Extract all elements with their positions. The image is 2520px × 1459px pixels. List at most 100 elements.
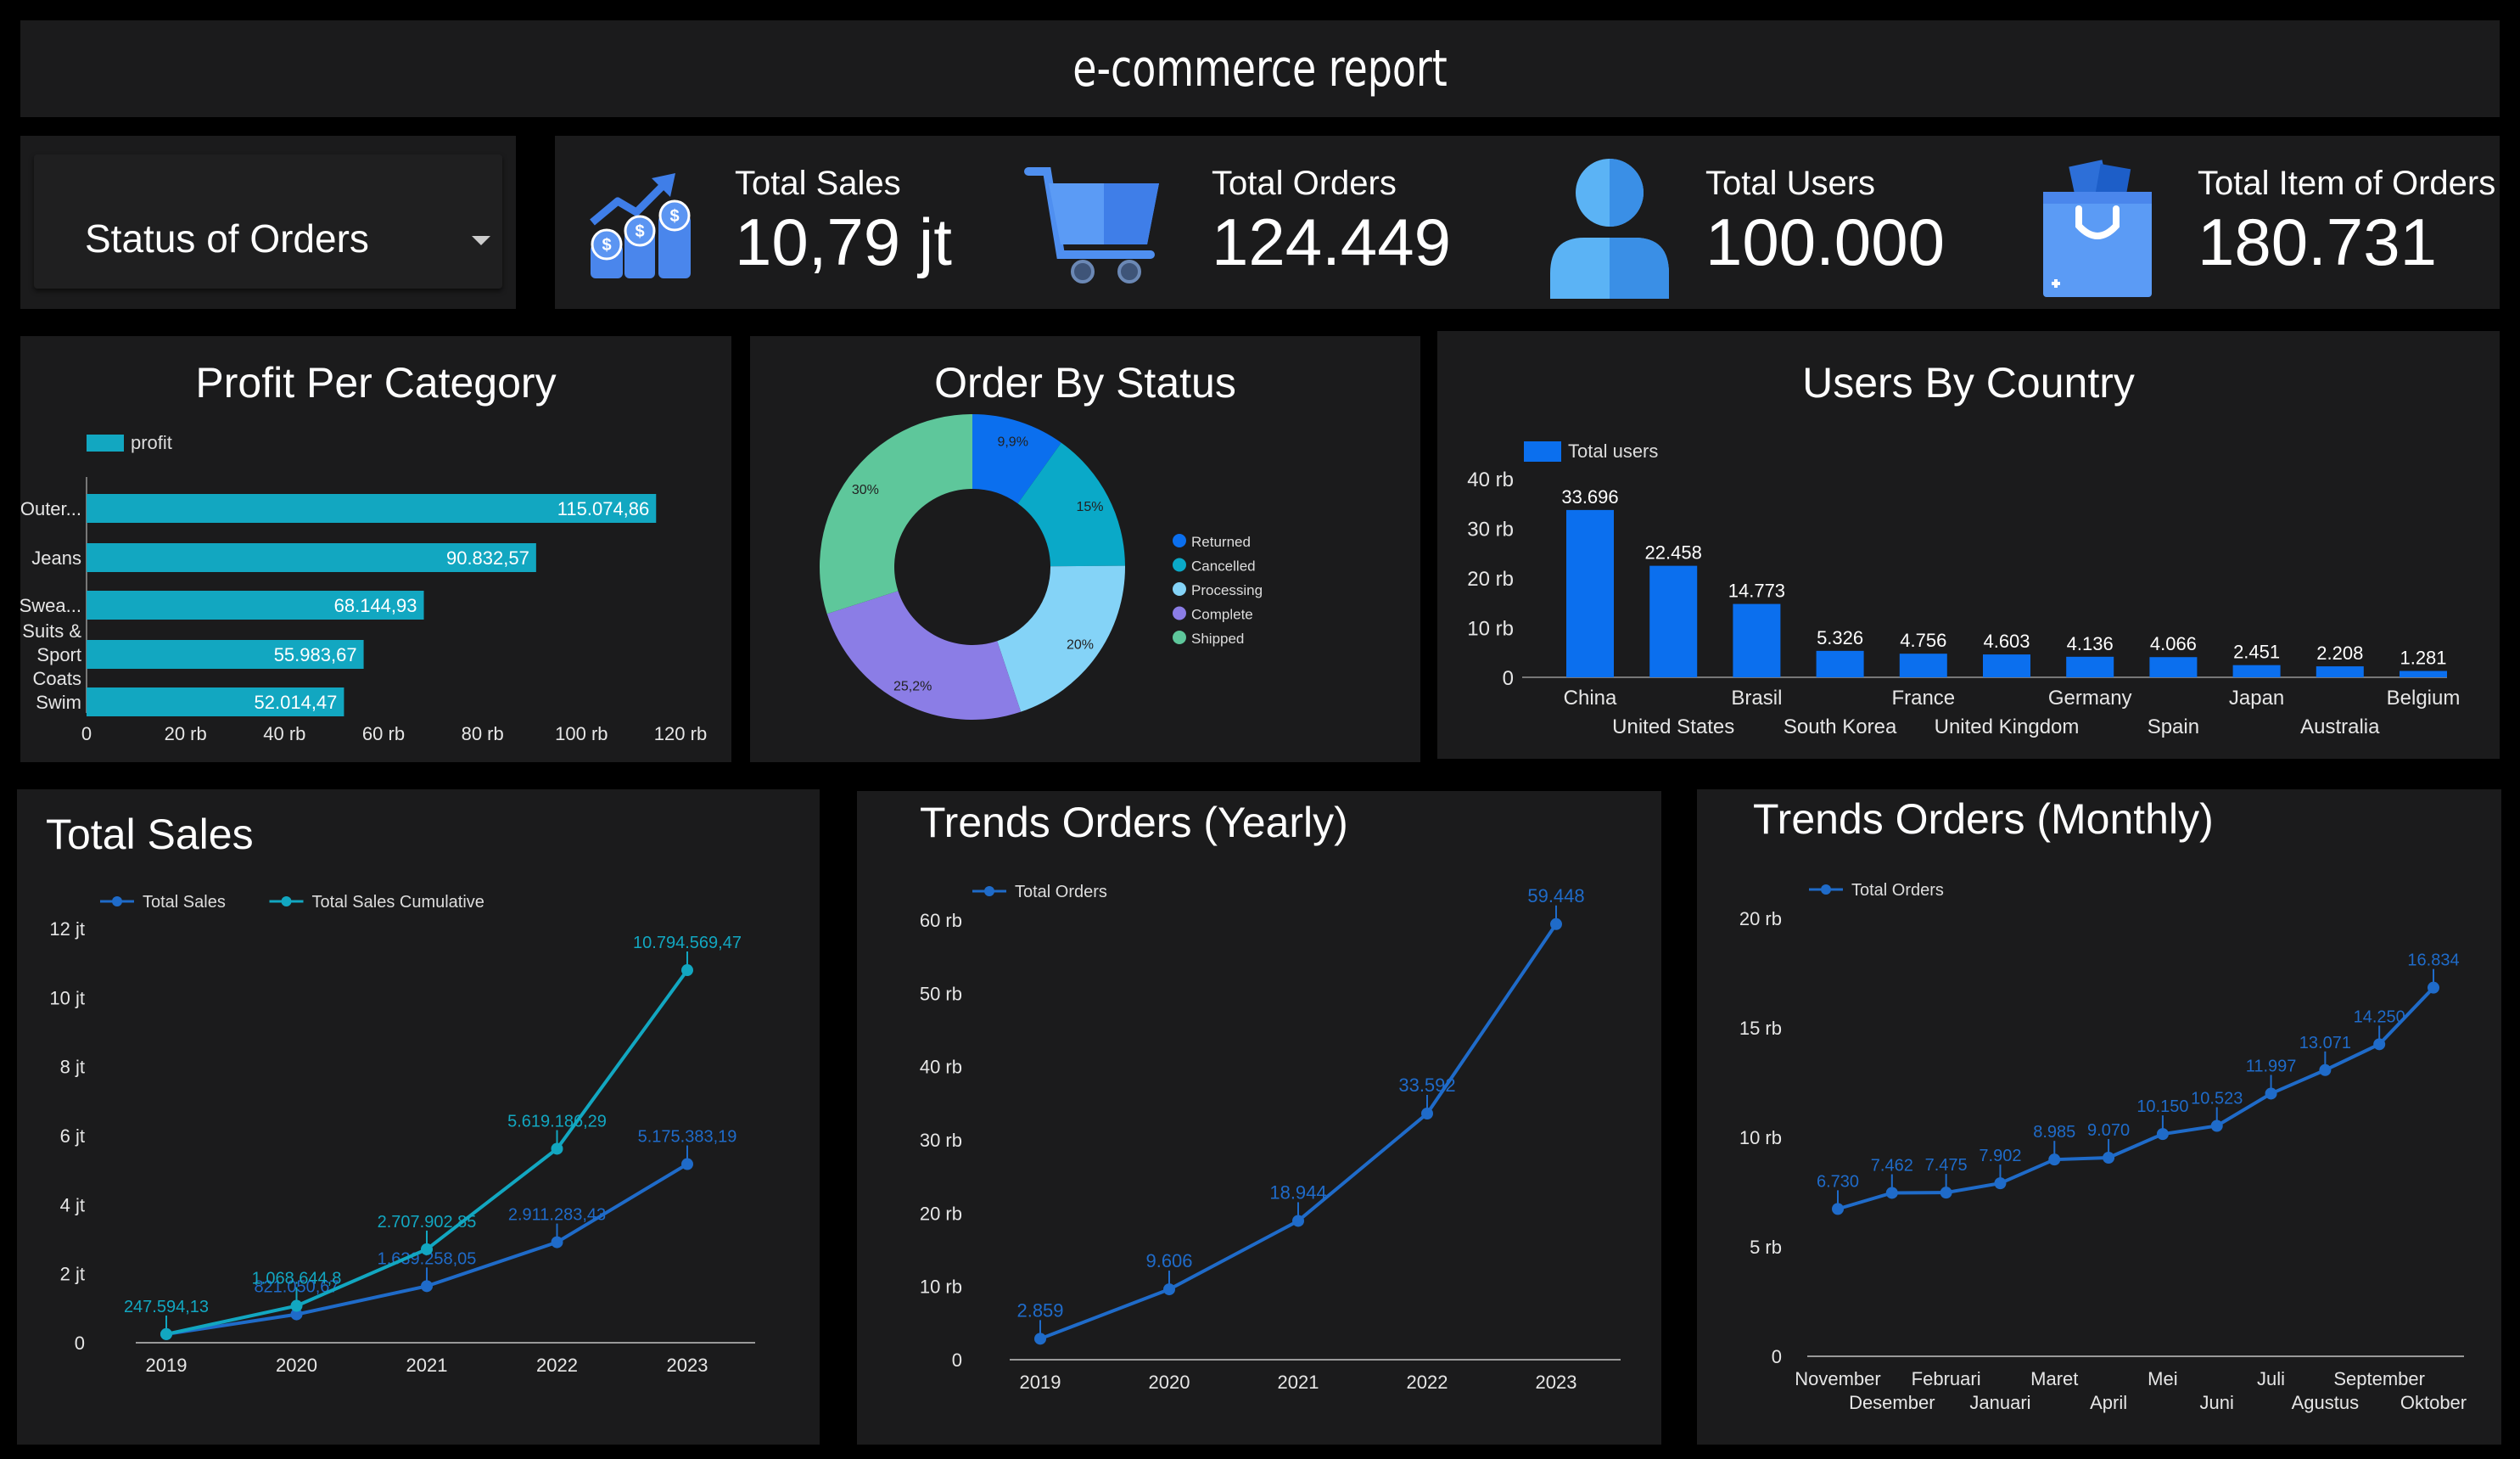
data-point xyxy=(1550,917,1562,930)
x-tick-label: 2022 xyxy=(536,1355,578,1376)
svg-text:$: $ xyxy=(635,222,644,241)
bar xyxy=(2066,656,2114,677)
caret-down-icon[interactable] xyxy=(472,236,490,245)
data-label: 10.523 xyxy=(2191,1090,2243,1108)
total-items-label: Total Item of Orders xyxy=(2198,165,2496,202)
category-label: Australia xyxy=(2300,715,2380,738)
data-point xyxy=(2428,981,2439,994)
monthly-line-chart: Total Orders 0 5 rb 10 rb 15 rb 20 rb November… xyxy=(1739,881,2467,1413)
bar xyxy=(87,687,344,716)
legend-label: Total users xyxy=(1568,441,1658,462)
donut-slice xyxy=(1017,442,1125,567)
legend-marker xyxy=(281,896,292,906)
data-label: 1.639.258,05 xyxy=(378,1249,477,1268)
data-point xyxy=(2103,1151,2115,1164)
y-tick-label: 30 rb xyxy=(920,1130,962,1151)
data-label: 7.475 xyxy=(1925,1156,1968,1175)
y-tick-label: 50 rb xyxy=(920,983,962,1004)
bar xyxy=(87,591,424,620)
bar xyxy=(2400,671,2447,677)
x-tick-label: Desember xyxy=(1849,1392,1935,1413)
y-tick-label: 20 rb xyxy=(1739,908,1782,929)
svg-text:$: $ xyxy=(669,207,679,226)
data-label: 2.911.283,43 xyxy=(508,1206,606,1225)
svg-text:$: $ xyxy=(602,236,611,255)
y-tick-label: 10 rb xyxy=(920,1277,962,1298)
shopping-bag-icon xyxy=(2043,160,2152,297)
x-tick-label: 2023 xyxy=(667,1355,708,1376)
kpi-panel: $ $ $ Total Sales 10,79 jt Total Orders … xyxy=(555,136,2500,309)
category-label: France xyxy=(1891,687,1955,710)
y-tick-label: 0 xyxy=(75,1333,85,1354)
legend-label: Processing xyxy=(1191,582,1263,598)
data-point xyxy=(1292,1215,1304,1227)
legend-label: Shipped xyxy=(1191,631,1244,647)
data-label: 4.066 xyxy=(2150,633,2197,654)
sales-line-chart: Total Sales Total Sales Cumulative 0 2 jt 4 … xyxy=(49,893,755,1376)
data-label: 247.594,13 xyxy=(124,1298,209,1316)
data-label: 5.175.383,19 xyxy=(638,1128,737,1147)
data-point xyxy=(2373,1038,2386,1051)
data-label: 2.451 xyxy=(2233,642,2280,663)
data-label: 33.592 xyxy=(1398,1075,1455,1096)
y-tick-label: 6 jt xyxy=(60,1125,85,1147)
data-label: 1.281 xyxy=(2400,648,2446,669)
data-label: 2.859 xyxy=(1016,1299,1063,1321)
donut-slice xyxy=(826,591,1022,720)
data-point xyxy=(421,1280,433,1293)
data-point xyxy=(421,1243,433,1255)
data-label: 10.150 xyxy=(2136,1097,2188,1116)
bar xyxy=(2149,657,2198,677)
y-tick-label: 10 rb xyxy=(1467,618,1514,641)
x-tick-label: 2020 xyxy=(1149,1372,1190,1393)
data-label: 8.985 xyxy=(2033,1123,2075,1142)
y-tick-label: 15 rb xyxy=(1739,1018,1782,1039)
y-tick-label: 0 xyxy=(1503,667,1514,690)
x-tick-label: Agustus xyxy=(2292,1392,2360,1413)
legend-label: Returned xyxy=(1191,534,1251,550)
status-filter-dropdown[interactable]: Status of Orders xyxy=(34,154,502,289)
x-tick-label: 20 rb xyxy=(165,723,207,744)
x-tick-label: 0 xyxy=(81,723,92,744)
data-label: 9.070 xyxy=(2087,1121,2130,1140)
legend-swatch xyxy=(1173,582,1186,596)
legend-swatch xyxy=(1173,631,1186,644)
data-label: 7.462 xyxy=(1871,1156,1913,1175)
slice-label: 25,2% xyxy=(893,679,932,693)
bar xyxy=(1566,509,1614,677)
country-chart-title: Users By Country xyxy=(1802,359,2135,407)
category-label: Japan xyxy=(2229,687,2284,710)
data-label: 5.619.186,29 xyxy=(507,1112,607,1131)
category-label: Sport xyxy=(36,644,81,665)
profit-chart-title: Profit Per Category xyxy=(195,359,557,407)
series-line xyxy=(1837,986,2435,1211)
monthly-trends-card: Trends Orders (Monthly) Total Orders 0 5 r… xyxy=(1697,789,2501,1445)
data-label: 59.448 xyxy=(1527,885,1584,906)
y-tick-label: 60 rb xyxy=(920,910,962,931)
legend-label: profit xyxy=(131,432,172,453)
legend-label: Total Sales Cumulative xyxy=(312,893,484,912)
data-point xyxy=(1885,1187,1898,1199)
donut-slice xyxy=(819,414,972,614)
data-label: 10.794.569,47 xyxy=(633,934,742,952)
bar xyxy=(87,640,364,669)
data-label: 55.983,67 xyxy=(274,644,357,665)
data-label: 2.208 xyxy=(2316,643,2363,664)
data-point xyxy=(290,1299,303,1312)
x-tick-label: Oktober xyxy=(2400,1392,2467,1413)
data-label: 4.603 xyxy=(1983,631,2030,652)
x-tick-label: Juli xyxy=(2257,1368,2285,1389)
y-tick-label: 5 rb xyxy=(1750,1237,1782,1258)
status-chart-title: Order By Status xyxy=(934,359,1236,407)
y-tick-label: 12 jt xyxy=(49,918,85,940)
legend-label: Cancelled xyxy=(1191,558,1256,575)
y-tick-label: 40 rb xyxy=(920,1057,962,1078)
x-tick-label: April xyxy=(2090,1392,2127,1413)
category-label: Belgium xyxy=(2387,687,2461,710)
legend-marker xyxy=(1821,884,1831,895)
data-label: 4.756 xyxy=(1900,630,1946,651)
status-donut-chart: 9,9% Returned 15% Cancelled 20% Processing 25,… xyxy=(819,414,1263,720)
donut-slice xyxy=(997,565,1125,712)
donut-slice xyxy=(972,414,1061,504)
data-point xyxy=(681,1158,693,1170)
